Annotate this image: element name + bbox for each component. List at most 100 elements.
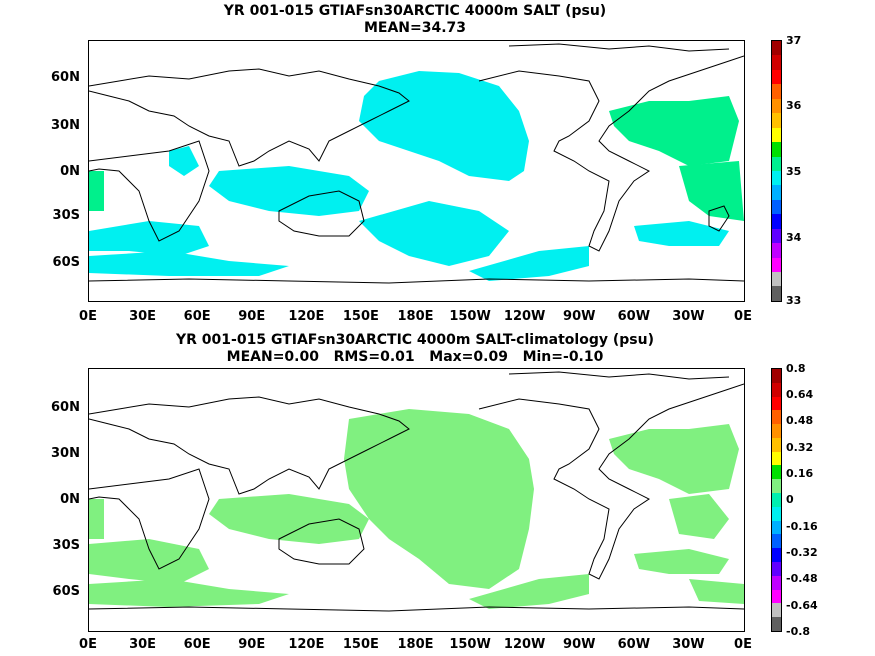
x-axis-label: 30W (672, 309, 705, 324)
colorbar-swatch (772, 257, 781, 272)
panel1-ylabel: 30N (51, 118, 80, 133)
x-axis-label: 120W (503, 637, 546, 652)
panel2-cbar-label: -0.16 (786, 520, 818, 533)
panel1-ylabel: 60N (51, 70, 80, 85)
x-axis-label: 120E (288, 637, 325, 652)
panel1-salinity-fill (89, 71, 729, 281)
panel1-cbar-label: 34 (786, 231, 802, 244)
colorbar-swatch (772, 243, 781, 258)
panel1-atlantic-fill (89, 96, 744, 221)
colorbar-swatch (772, 369, 781, 383)
colorbar-swatch (772, 479, 781, 494)
panel2-cbar-label: -0.8 (786, 625, 811, 638)
panel1-ylabel: 30S (52, 208, 80, 223)
panel2-ylabel: 0N (60, 492, 80, 507)
panel2-ylabel: 30N (51, 446, 80, 461)
x-axis-label: 60W (617, 309, 651, 324)
colorbar-swatch (772, 199, 781, 215)
x-axis-label: 120E (288, 309, 325, 324)
colorbar-swatch (772, 520, 781, 535)
colorbar-swatch (772, 493, 781, 507)
colorbar-swatch (772, 437, 781, 452)
panel2-map (88, 368, 745, 632)
panel1-ylabel: 60S (52, 255, 80, 270)
x-axis-label: 90E (238, 309, 266, 324)
panel2-cbar-label: 0.32 (786, 441, 814, 454)
x-axis-label: 90W (563, 637, 596, 652)
colorbar-swatch (772, 142, 781, 157)
x-axis-label: 180E (397, 309, 434, 324)
colorbar-swatch (772, 185, 781, 200)
x-axis-label: 0E (79, 309, 97, 324)
colorbar-swatch (772, 534, 781, 549)
x-axis-label: 180E (397, 637, 434, 652)
panel2-cbar-label: -0.64 (786, 599, 818, 612)
x-axis-label: 150W (449, 309, 491, 324)
panel2-ylabel: 60S (52, 584, 80, 599)
colorbar-swatch (772, 465, 781, 480)
x-axis-label: 30E (129, 637, 157, 652)
panel1-stats: MEAN=34.73 (363, 20, 467, 36)
panel2-anomaly-fill (89, 409, 744, 609)
x-axis-label: 90E (238, 637, 266, 652)
panel2-cbar-label: 0.64 (786, 388, 814, 401)
colorbar-swatch (772, 228, 781, 244)
panel2-stats: MEAN=0.00 RMS=0.01 Max=0.09 Min=-0.10 (226, 349, 604, 365)
panel1-cbar-label: 37 (786, 34, 802, 47)
colorbar-swatch (772, 548, 781, 562)
panel2-cbar-label: -0.48 (786, 572, 818, 585)
panel1-ylabel: 0N (60, 164, 80, 179)
x-axis-label: 0E (79, 637, 97, 652)
colorbar-swatch (772, 382, 781, 397)
colorbar-swatch (772, 113, 781, 128)
x-axis-label: 150W (449, 637, 491, 652)
x-axis-label: 30E (129, 309, 157, 324)
colorbar-swatch (772, 69, 781, 85)
panel1-map (88, 40, 745, 302)
panel1-cbar-label: 35 (786, 165, 802, 178)
panel1-cbar-label: 33 (786, 294, 802, 307)
panel1-title: YR 001-015 GTIAFsn30ARCTIC 4000m SALT (p… (223, 3, 607, 19)
panel2-ylabel: 30S (52, 538, 80, 553)
colorbar-swatch (772, 410, 781, 425)
colorbar-swatch (772, 286, 781, 301)
colorbar-swatch (772, 396, 781, 411)
x-axis-label: 30W (672, 637, 705, 652)
panel2-coastlines (89, 371, 744, 612)
colorbar-swatch (772, 424, 781, 438)
colorbar-swatch (772, 617, 781, 631)
panel2-cbar-label: 0 (786, 493, 794, 506)
x-axis-label: 0E (734, 637, 752, 652)
colorbar-swatch (772, 156, 781, 171)
colorbar-swatch (772, 55, 781, 70)
x-axis-label: 120W (503, 309, 546, 324)
panel1-colorbar (771, 40, 782, 302)
colorbar-swatch (772, 575, 781, 590)
colorbar-swatch (772, 589, 781, 604)
colorbar-swatch (772, 41, 781, 56)
colorbar-swatch (772, 214, 781, 229)
panel2-cbar-label: 0.8 (786, 362, 806, 375)
panel2-cbar-label: -0.32 (786, 546, 818, 559)
x-axis-label: 60E (183, 637, 211, 652)
colorbar-swatch (772, 506, 781, 521)
x-axis-label: 0E (734, 309, 752, 324)
colorbar-swatch (772, 451, 781, 466)
colorbar-swatch (772, 127, 781, 143)
colorbar-swatch (772, 272, 781, 287)
colorbar-swatch (772, 84, 781, 99)
x-axis-label: 150E (342, 637, 379, 652)
colorbar-swatch (772, 561, 781, 576)
panel1-coastlines (89, 43, 744, 284)
x-axis-label: 90W (563, 309, 596, 324)
colorbar-swatch (772, 98, 781, 114)
panel2-ylabel: 60N (51, 400, 80, 415)
x-axis-label: 60W (617, 637, 651, 652)
x-axis-label: 60E (183, 309, 211, 324)
colorbar-swatch (772, 603, 781, 618)
colorbar-swatch (772, 170, 781, 186)
panel2-cbar-label: 0.48 (786, 414, 814, 427)
panel1-cbar-label: 36 (786, 99, 802, 112)
panel2-title: YR 001-015 GTIAFsn30ARCTIC 4000m SALT-cl… (176, 332, 654, 348)
panel2-cbar-label: 0.16 (786, 467, 814, 480)
